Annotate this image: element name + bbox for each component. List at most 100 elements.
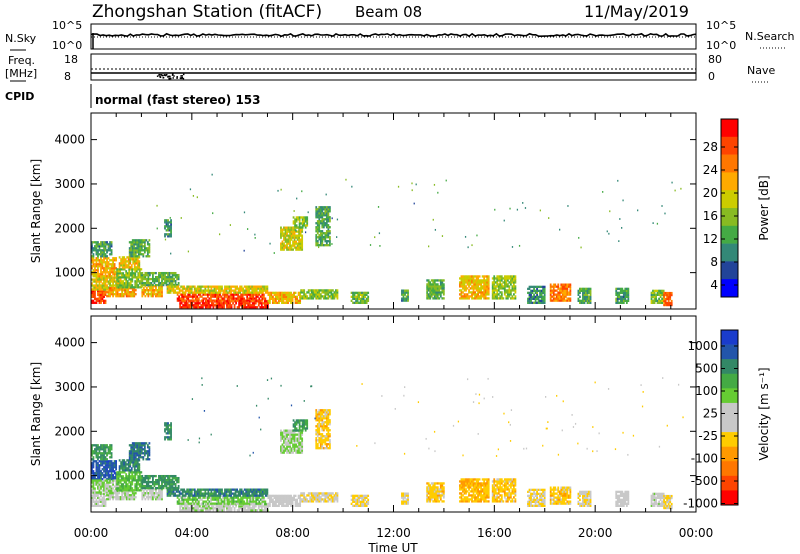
heatmap-cell <box>321 206 324 209</box>
heatmap-cell <box>159 498 162 501</box>
heatmap-cell <box>259 509 262 512</box>
heatmap-cell <box>190 295 193 298</box>
heatmap-cell <box>168 478 171 482</box>
heatmap-cell <box>656 289 659 293</box>
heatmap-cell <box>107 492 110 495</box>
heatmap-cell <box>168 492 170 495</box>
heatmap-cell <box>98 448 101 451</box>
heatmap-cell <box>115 466 118 469</box>
heatmap-cell <box>301 218 304 221</box>
heatmap-cell <box>303 218 306 221</box>
heatmap-cell <box>122 276 125 279</box>
heatmap-cell <box>103 485 105 488</box>
heatmap-cell <box>168 482 171 486</box>
heatmap-cell <box>564 289 567 292</box>
heatmap-cell <box>238 304 241 307</box>
heatmap-cell <box>215 302 218 305</box>
heatmap-cell <box>299 301 302 304</box>
heatmap-cell <box>241 498 244 501</box>
heatmap-cell <box>433 295 436 298</box>
heatmap-cell <box>131 492 134 495</box>
heatmap-cell <box>407 299 409 302</box>
heatmap-cell <box>92 257 95 260</box>
heatmap-cell <box>441 235 444 237</box>
heatmap-cell <box>137 442 140 445</box>
heatmap-cell <box>168 233 171 236</box>
heatmap-cell <box>222 289 225 292</box>
heatmap-cell <box>170 275 172 279</box>
heatmap-cell <box>121 463 124 466</box>
heatmap-cell <box>135 276 138 279</box>
heatmap-cell <box>295 220 298 223</box>
heatmap-cell <box>316 230 319 233</box>
heatmap-cell <box>494 293 497 296</box>
heatmap-cell <box>135 481 138 484</box>
heatmap-cell <box>132 274 135 277</box>
heatmap-cell <box>97 485 99 488</box>
heatmap-cell <box>109 293 111 296</box>
heatmap-cell <box>171 486 174 490</box>
heatmap-cell <box>667 299 670 303</box>
heatmap-cell <box>92 273 95 276</box>
heatmap-cell <box>552 293 555 296</box>
heatmap-cell <box>655 293 657 296</box>
heatmap-cell <box>98 489 101 492</box>
heatmap-cell <box>239 287 242 290</box>
heatmap-cell <box>306 224 309 227</box>
heatmap-cell <box>168 287 170 290</box>
heatmap-cell <box>276 291 279 295</box>
heatmap-cell <box>113 478 116 481</box>
heatmap-cell <box>131 454 134 457</box>
heatmap-cell <box>230 304 233 307</box>
heatmap-cell <box>197 297 200 300</box>
y-tick-label: 3000 <box>54 177 85 191</box>
heatmap-cell <box>514 297 517 300</box>
heatmap-cell <box>115 284 118 287</box>
heatmap-cell <box>462 287 464 290</box>
heatmap-cell <box>288 299 291 302</box>
heatmap-cell <box>539 289 542 293</box>
heatmap-cell <box>181 299 184 302</box>
heatmap-cell <box>133 264 136 267</box>
heatmap-cell <box>316 226 319 229</box>
heatmap-cell <box>503 289 506 292</box>
heatmap-cell <box>145 450 148 453</box>
heatmap-cell <box>135 487 138 490</box>
heatmap-cell <box>330 291 333 294</box>
heatmap-cell <box>94 293 96 296</box>
heatmap-cell <box>583 287 586 291</box>
heatmap-cell <box>104 500 107 503</box>
heatmap-cell <box>246 293 249 296</box>
heatmap-cell <box>183 488 186 491</box>
heatmap-cell <box>301 226 304 229</box>
heatmap-cell <box>136 249 139 252</box>
heatmap-cell <box>97 257 99 260</box>
heatmap-cell <box>217 293 220 296</box>
heatmap-cell <box>179 304 182 307</box>
heatmap-cell <box>137 247 140 250</box>
heatmap-cell <box>167 273 169 277</box>
heatmap-cell <box>494 289 497 292</box>
heatmap-cell <box>223 293 226 296</box>
heatmap-cell <box>126 469 129 472</box>
heatmap-cell <box>355 291 357 295</box>
heatmap-cell <box>176 277 179 281</box>
heatmap-cell <box>253 293 256 296</box>
heatmap-cell <box>667 301 670 305</box>
heatmap-cell <box>471 287 473 290</box>
heatmap-cell <box>130 494 133 497</box>
heatmap-cell <box>128 485 131 488</box>
heatmap-cell <box>483 295 486 298</box>
heatmap-cell <box>104 504 107 507</box>
heatmap-cell <box>116 278 119 281</box>
heatmap-cell <box>144 492 147 495</box>
heatmap-cell <box>177 488 180 491</box>
heatmap-cell <box>107 466 110 469</box>
heatmap-cell <box>618 301 621 304</box>
heatmap-cell <box>554 299 557 302</box>
heatmap-cell <box>100 460 102 463</box>
heatmap-cell <box>159 474 162 478</box>
heatmap-cell <box>123 467 126 470</box>
heatmap-cell <box>165 486 168 490</box>
heatmap-cell <box>91 245 93 248</box>
